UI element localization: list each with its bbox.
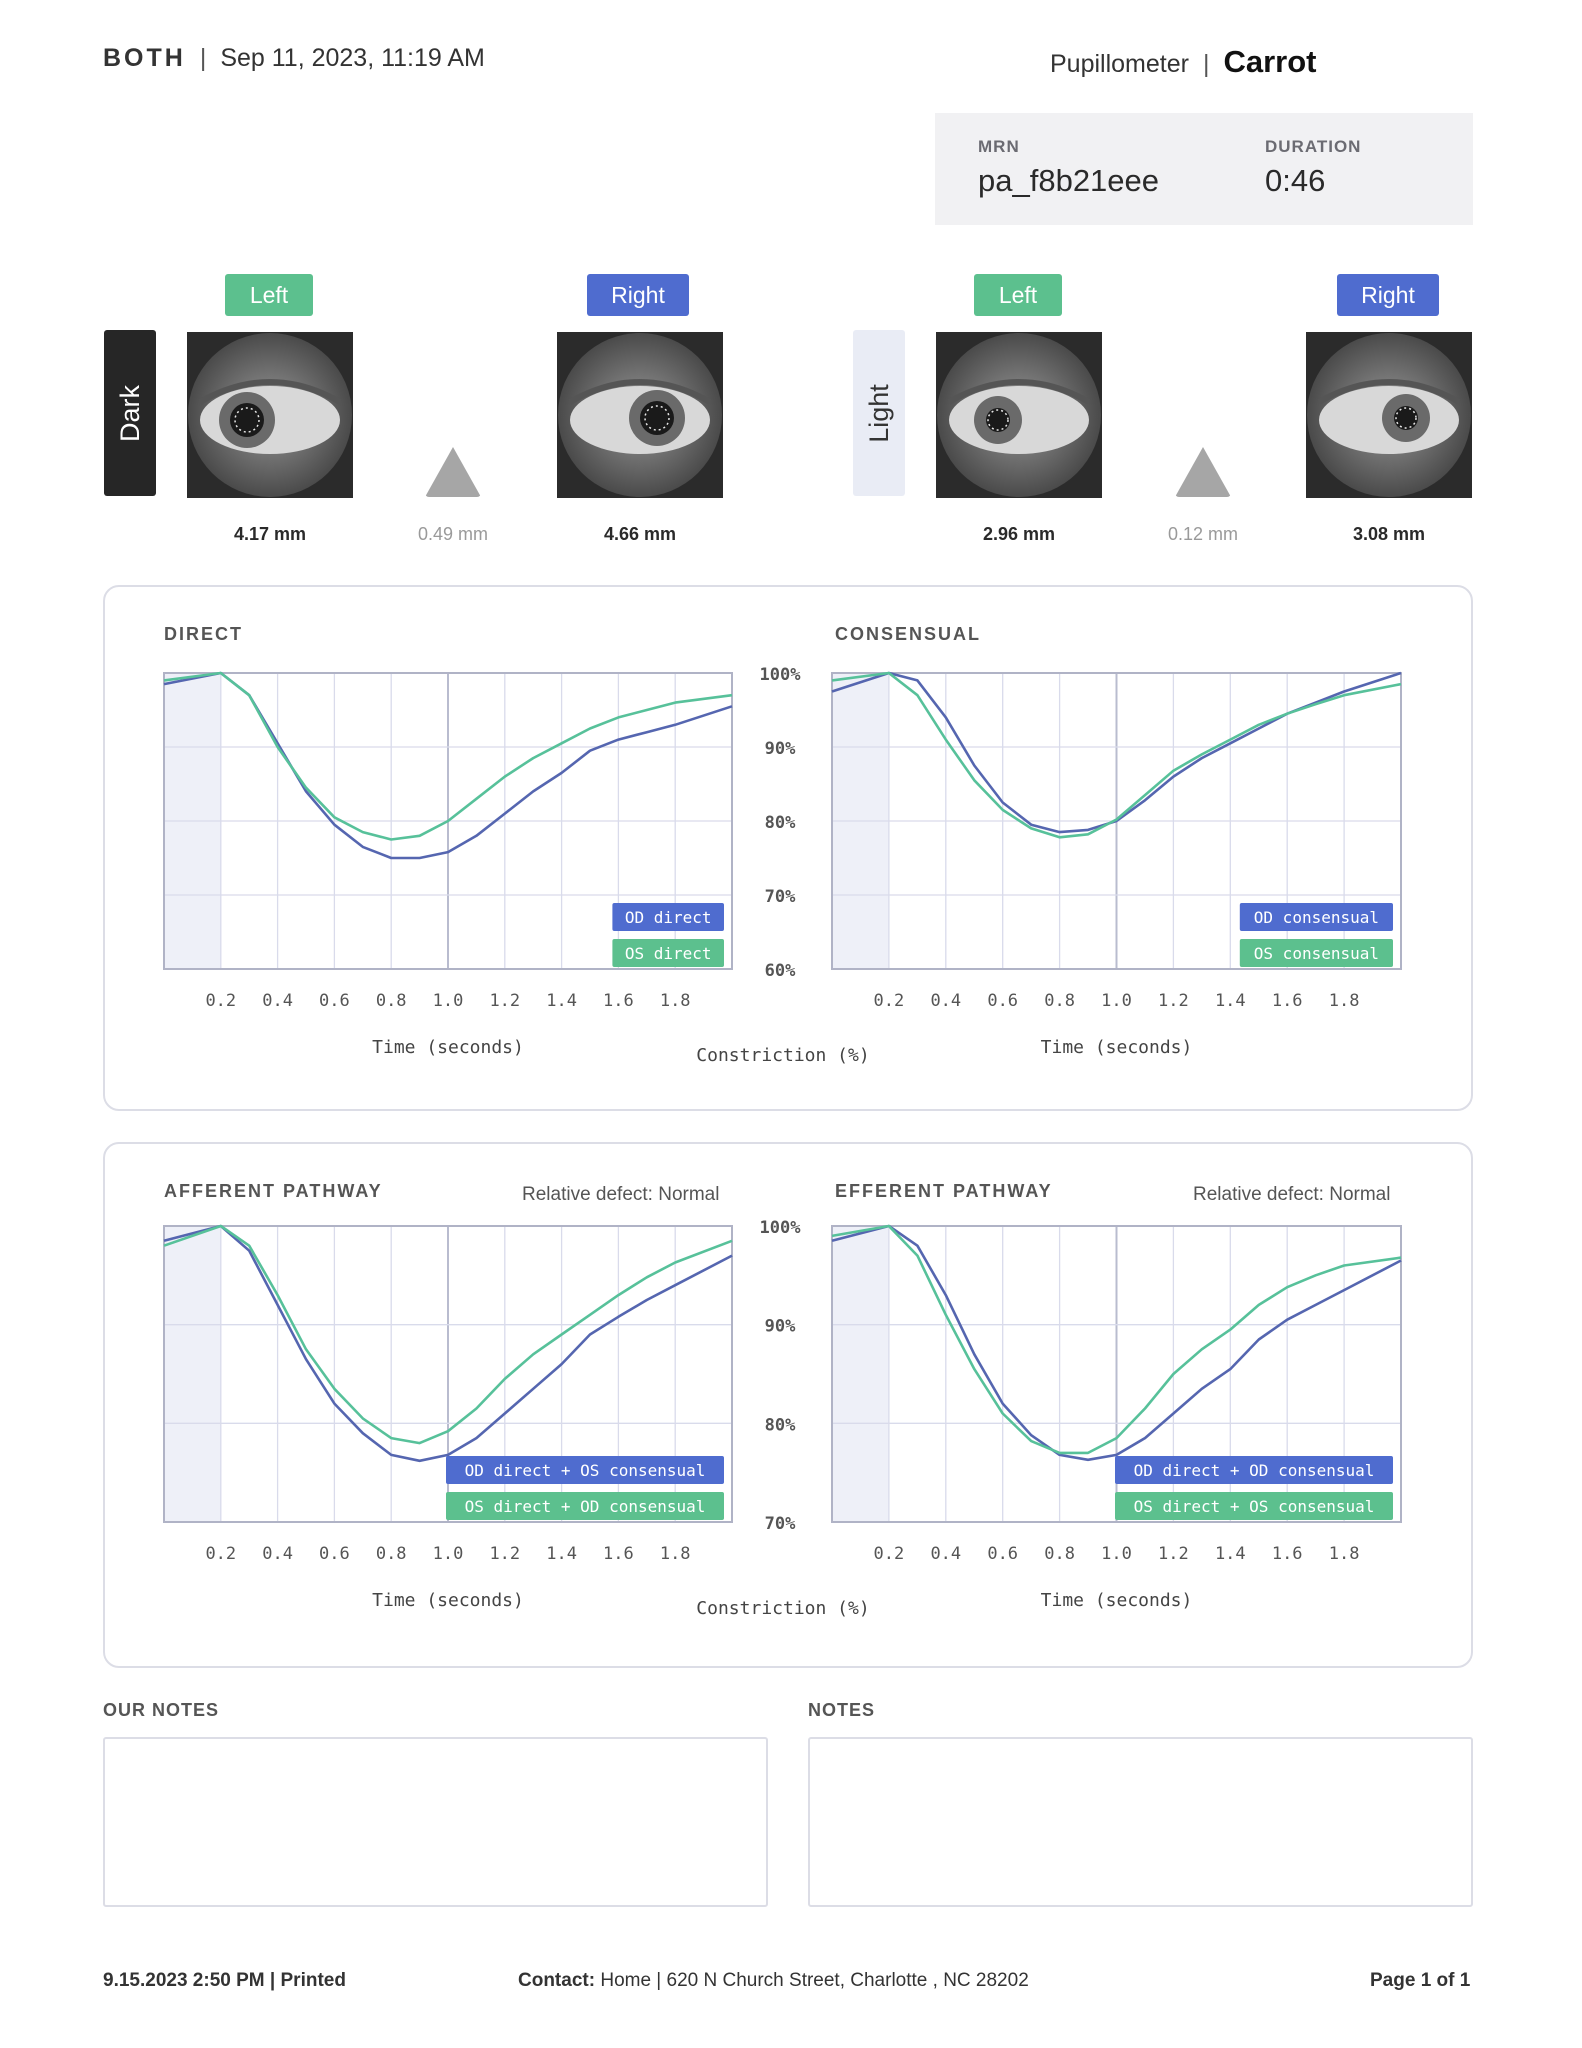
afferent-chart-title: AFFERENT PATHWAY [164, 1181, 383, 1201]
triangle-difference-icon [425, 447, 481, 497]
dark-condition-label: Dark [114, 384, 145, 442]
duration-label: DURATION [1265, 137, 1362, 156]
notes-label: NOTES [808, 1700, 876, 1720]
brand-logo: Carrot [1223, 44, 1317, 79]
page-number: Page 1 of 1 [1370, 1970, 1471, 1991]
dark-size-difference: 0.49 mm [417, 524, 489, 544]
report-header-left: BOTH | Sep 11, 2023, 11:19 AM [103, 44, 485, 73]
efferent-defect-label: Relative defect: Normal [1193, 1184, 1391, 1205]
notes-field[interactable] [808, 1737, 1473, 1907]
light-left-size: 2.96 mm [982, 524, 1056, 544]
contact-value: Home | 620 N Church Street, Charlotte , … [595, 1970, 1029, 1991]
footer-contact: Contact: Home | 620 N Church Street, Cha… [518, 1970, 1029, 1992]
eye-mode: BOTH [103, 44, 186, 72]
eye-photo-icon [936, 332, 1102, 498]
consensual-chart-title: CONSENSUAL [835, 624, 982, 644]
mrn-value: pa_f8b21eee [978, 163, 1160, 198]
direct-chart-title: DIRECT [164, 624, 243, 644]
light-condition-label: Light [863, 383, 894, 443]
eye-photo-icon [557, 332, 723, 498]
printed-datetime: 9.15.2023 2:50 PM | [103, 1970, 281, 1991]
triangle-difference-icon [1175, 447, 1231, 497]
light-condition-tab: Light [853, 330, 905, 496]
mrn-block: MRN pa_f8b21eee [978, 137, 1159, 199]
report-header-right: Pupillometer | Carrot [1050, 44, 1316, 80]
footer-page: Page 1 of 1 [1370, 1970, 1470, 1992]
duration-value: 0:46 [1265, 163, 1326, 198]
patient-info-box: MRN pa_f8b21eee DURATION 0:46 [935, 113, 1473, 225]
afferent-defect-label: Relative defect: Normal [522, 1184, 720, 1205]
pathway-panel [103, 1142, 1473, 1668]
eye-photo-icon [1306, 332, 1472, 498]
light-size-difference: 0.12 mm [1167, 524, 1239, 544]
footer-printed: 9.15.2023 2:50 PM | Printed [103, 1970, 346, 1992]
our-notes-field[interactable] [103, 1737, 768, 1907]
printed-label: Printed [280, 1970, 346, 1991]
efferent-chart-title: EFFERENT PATHWAY [835, 1181, 1053, 1201]
dark-left-tag: Left [225, 274, 313, 316]
dark-left-size: 4.17 mm [233, 524, 307, 544]
dark-right-tag: Right [587, 274, 689, 316]
light-right-size: 3.08 mm [1352, 524, 1426, 544]
mrn-label: MRN [978, 137, 1020, 156]
device-name: Pupillometer [1050, 50, 1189, 78]
our-notes-label: OUR NOTES [103, 1700, 220, 1720]
contact-label: Contact: [518, 1970, 596, 1991]
light-right-tag: Right [1337, 274, 1439, 316]
dark-condition-tab: Dark [104, 330, 156, 496]
header-separator: | [199, 44, 207, 72]
duration-block: DURATION 0:46 [1265, 137, 1361, 199]
header-separator-2: | [1202, 50, 1210, 78]
direct-consensual-panel [103, 585, 1473, 1111]
eye-photo-icon [187, 332, 353, 498]
dark-right-size: 4.66 mm [603, 524, 677, 544]
exam-datetime: Sep 11, 2023, 11:19 AM [220, 44, 485, 72]
light-left-tag: Left [974, 274, 1062, 316]
